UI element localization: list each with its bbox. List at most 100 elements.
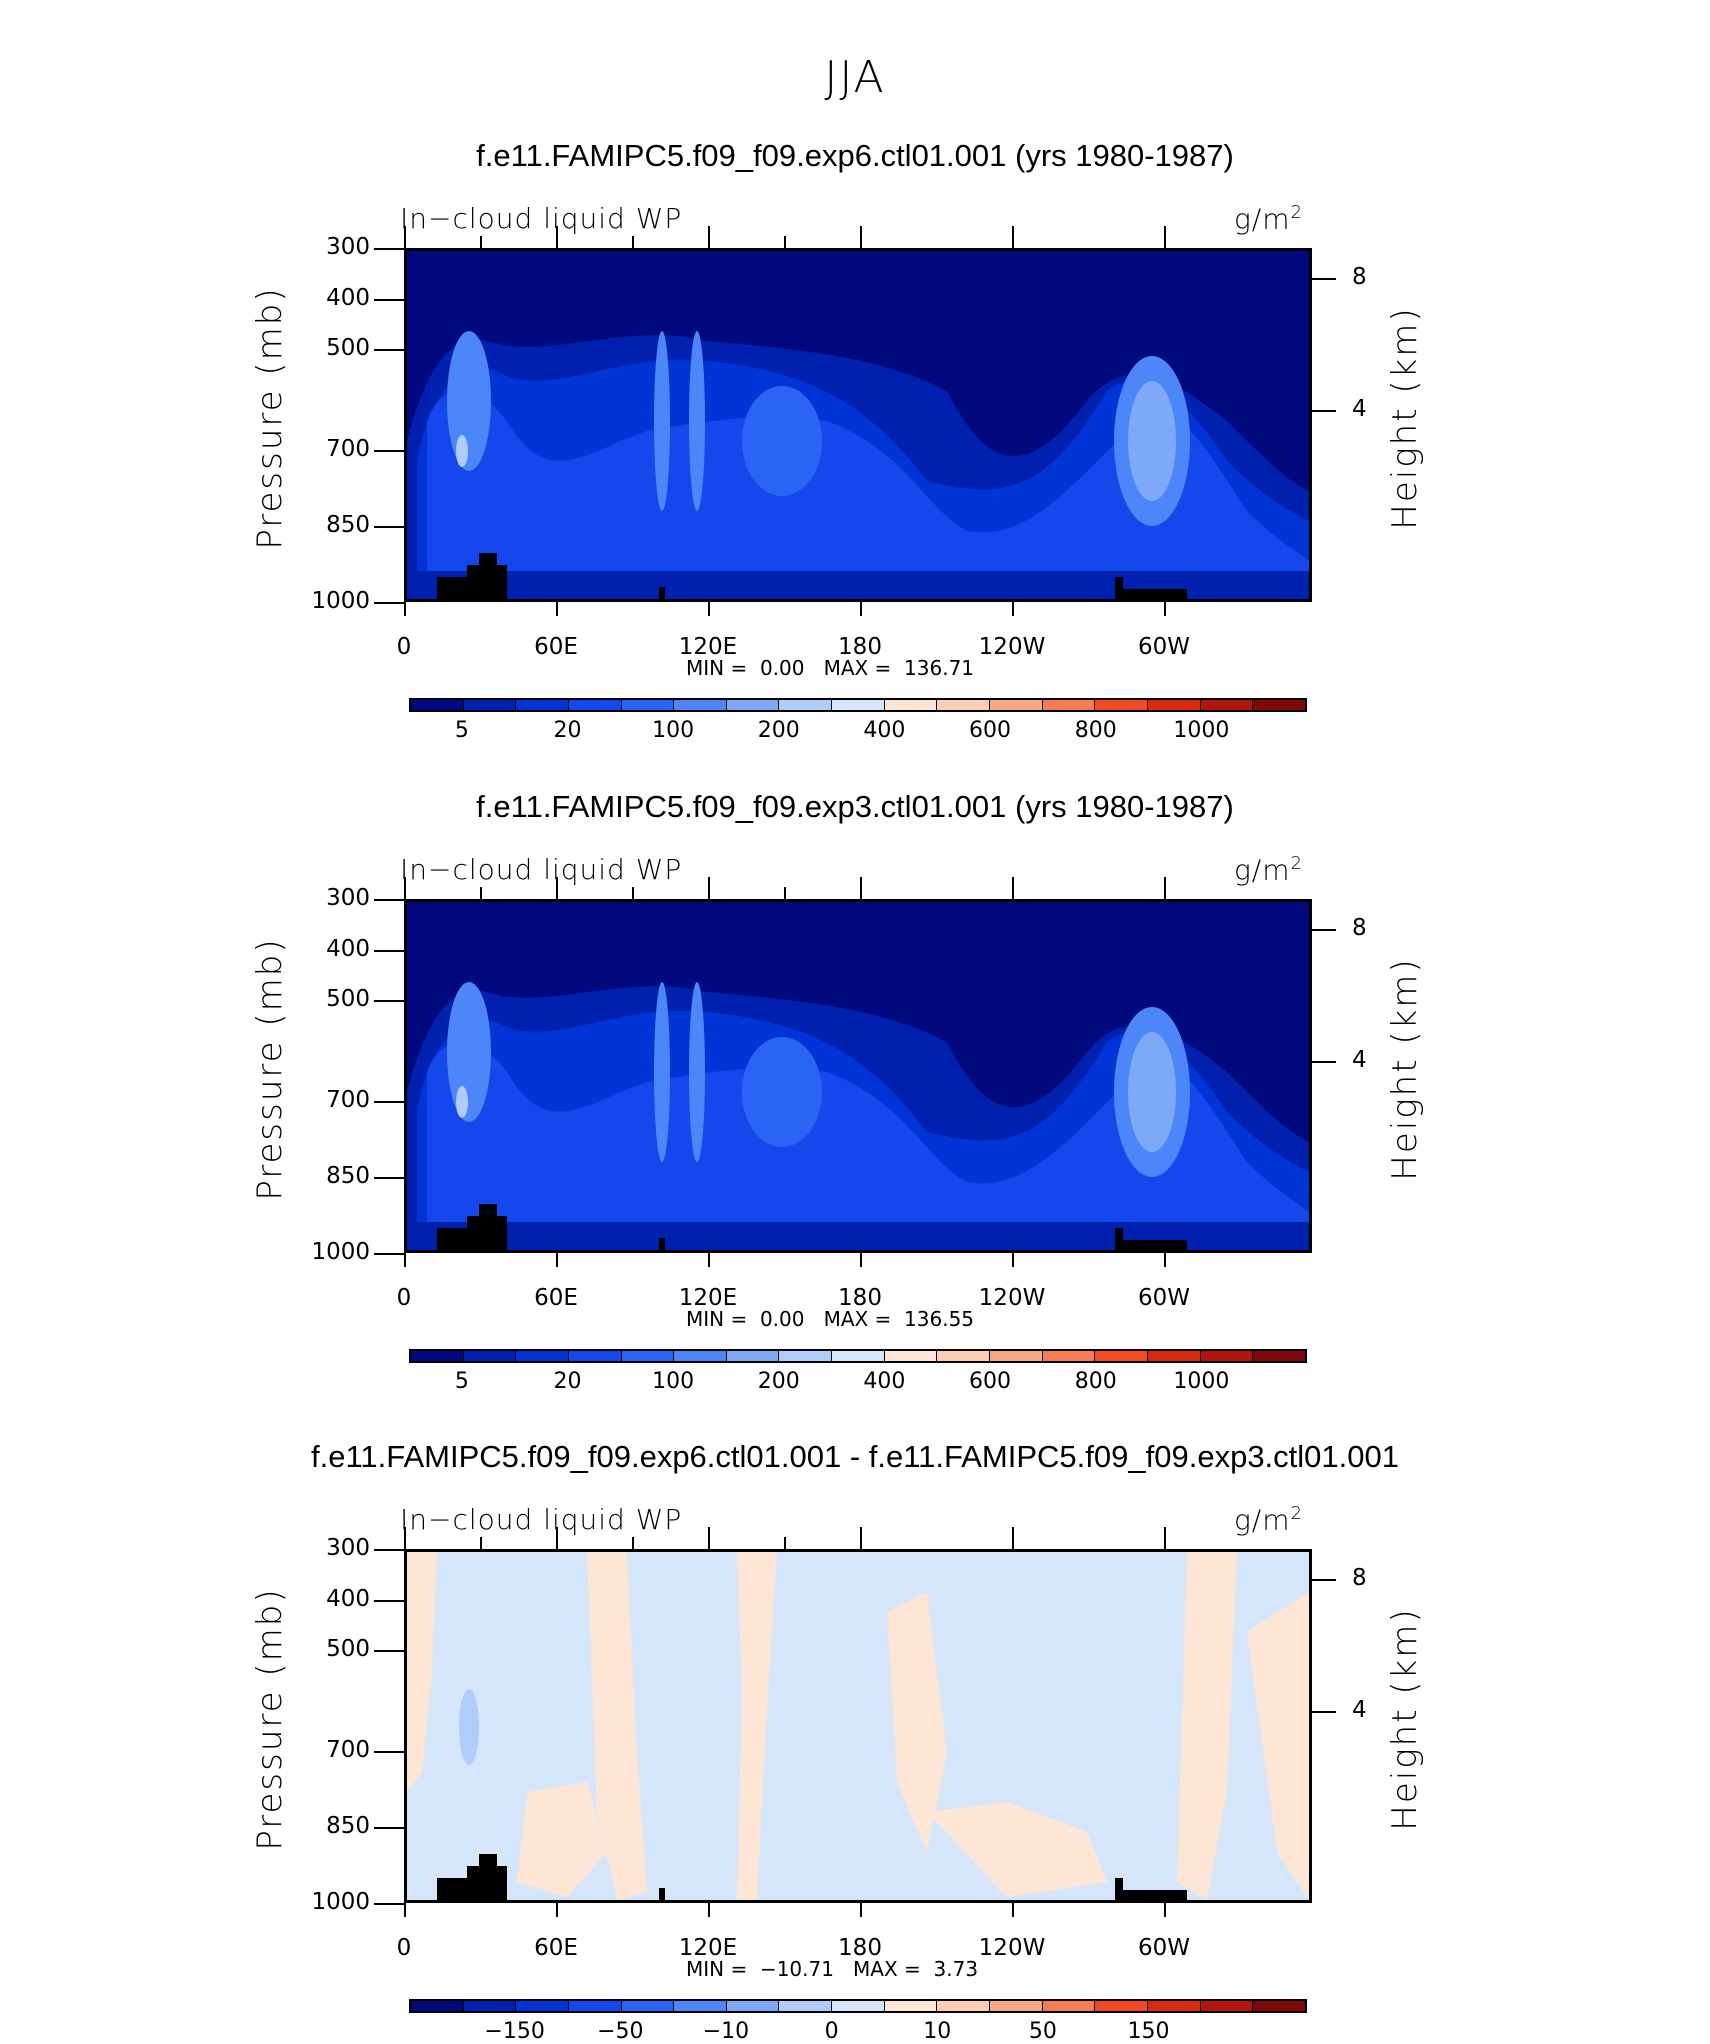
chart-1-xtick-top-mark	[1012, 877, 1014, 899]
chart-2-colorbar-swatch	[1253, 2001, 1305, 2011]
chart-2-colorbar-swatch	[621, 2001, 675, 2011]
chart-0-xtick-label: 120W	[978, 634, 1046, 660]
chart-0-ytick-label: 850	[326, 512, 370, 538]
chart-0-xtick-bottom-mark	[708, 602, 710, 616]
chart-2-min-label: MIN =	[686, 1957, 760, 1981]
chart-1-title: f.e11.FAMIPC5.f09_f09.exp3.ctl01.001 (yr…	[476, 789, 1234, 824]
chart-2-ytick-mark	[374, 1549, 404, 1551]
chart-0-min-label: MIN =	[686, 656, 760, 680]
chart-0-xtick-bottom-mark	[1164, 602, 1166, 616]
chart-2-positive-region-2	[587, 1552, 647, 1900]
chart-1-colorbar-swatch	[726, 1351, 780, 1361]
chart-2-positive-region-4	[887, 1592, 947, 1852]
chart-0-ytick-mark	[374, 349, 404, 351]
chart-0-ylabel: Pressure (mb)	[250, 286, 290, 550]
chart-1-xtick-top-mark	[860, 877, 862, 899]
chart-0-colorbar-swatch	[1147, 700, 1201, 710]
chart-1-xtick-minor-mark	[632, 887, 634, 899]
chart-0-xtick-bottom-mark	[404, 602, 406, 616]
chart-2-colorbar-label: 10	[923, 2019, 952, 2044]
chart-1-blob-4	[742, 1037, 822, 1147]
chart-1-topo-asia	[659, 1238, 665, 1250]
chart-1-ytick-label: 400	[326, 936, 370, 962]
chart-1-ytick-mark	[374, 1101, 404, 1103]
chart-2-max-label: MAX =	[853, 1957, 934, 1981]
chart-2-xtick-top-mark	[404, 1527, 406, 1549]
chart-2-minmax: MIN = −10.71 MAX = 3.73	[686, 1957, 978, 1981]
chart-1-max-value: 136.55	[904, 1307, 975, 1331]
chart-0-xtick-bottom-mark	[860, 602, 862, 616]
chart-0-xtick-top-mark	[708, 226, 710, 248]
chart-1-xtick-label: 120E	[678, 1285, 738, 1311]
chart-1-colorbar-swatch	[1147, 1351, 1201, 1361]
chart-2-colorbar-swatch	[1095, 2001, 1148, 2011]
chart-2-ytick-mark	[374, 1827, 404, 1829]
chart-1-colorbar-swatch	[516, 1351, 569, 1361]
chart-1-colorbar-swatch	[990, 1351, 1043, 1361]
chart-2-ytick-right-label: 8	[1352, 1565, 1367, 1591]
chart-0-ytick-mark	[374, 299, 404, 301]
chart-0-colorbar-label: 400	[863, 718, 906, 743]
chart-1-ytick-label: 1000	[311, 1239, 370, 1265]
chart-1-colorbar	[409, 1349, 1307, 1363]
chart-1-colorbar-swatch	[1200, 1351, 1254, 1361]
chart-2-ytick-label: 850	[326, 1813, 370, 1839]
chart-1-ytick-label: 500	[326, 986, 370, 1012]
chart-1-colorbar-swatch	[937, 1351, 991, 1361]
chart-1-xtick-bottom-mark	[556, 1253, 558, 1267]
chart-1-blob-6	[1128, 1032, 1176, 1152]
chart-0-ytick-mark	[374, 602, 404, 604]
chart-2-colorbar-swatch	[411, 2001, 464, 2011]
chart-0-ytick-right-label: 4	[1352, 396, 1367, 422]
chart-0-topo-andes	[1115, 577, 1187, 599]
chart-1-xtick-top-mark	[708, 877, 710, 899]
chart-1-blob-3	[689, 982, 705, 1162]
chart-0-colorbar-swatch	[1253, 700, 1305, 710]
chart-2-ylabel: Pressure (mb)	[250, 1587, 290, 1851]
chart-0-plot-area	[404, 248, 1312, 602]
chart-0-colorbar-label: 5	[454, 718, 469, 743]
chart-2-ytick-label: 1000	[311, 1889, 370, 1915]
chart-0-colorbar-label: 600	[969, 718, 1012, 743]
chart-1-variable-label: In−cloud liquid WP	[400, 853, 683, 886]
chart-2-colorbar-label: 150	[1127, 2019, 1170, 2044]
chart-0-xtick-bottom-mark	[1012, 602, 1014, 616]
chart-1-blob-1	[447, 982, 491, 1122]
chart-1-ytick-mark	[374, 950, 404, 952]
chart-0-blob-3	[689, 331, 705, 511]
chart-0-ytick-label: 1000	[311, 588, 370, 614]
chart-1-ytick-mark	[374, 899, 404, 901]
chart-2-xtick-label: 0	[396, 1935, 412, 1961]
chart-2-xtick-label: 120E	[678, 1935, 738, 1961]
chart-2-colorbar-swatch	[779, 2001, 833, 2011]
chart-0-blob-6	[1128, 381, 1176, 501]
chart-0-xtick-label: 60W	[1137, 634, 1191, 660]
chart-0-max-label: MAX =	[823, 656, 905, 680]
chart-1-xtick-bottom-mark	[1012, 1253, 1014, 1267]
chart-1-min-value: 0.00	[759, 1307, 824, 1331]
chart-1-xtick-label: 120W	[978, 1285, 1046, 1311]
chart-2-colorbar-swatch	[568, 2001, 622, 2011]
chart-2-colorbar	[409, 1999, 1307, 2013]
chart-1-colorbar-swatch	[1095, 1351, 1148, 1361]
chart-0-min-value: 0.00	[759, 656, 824, 680]
chart-1-ytick-mark	[374, 1000, 404, 1002]
chart-2-colorbar-swatch	[1147, 2001, 1201, 2011]
chart-1-units-label: g/m2	[1234, 853, 1303, 887]
chart-0-xtick-minor-mark	[632, 236, 634, 248]
chart-2-xtick-bottom-mark	[1164, 1903, 1166, 1917]
chart-0-ytick-right-mark	[1312, 278, 1336, 280]
chart-2-positive-region-6	[1177, 1552, 1237, 1900]
chart-1-colorbar-label: 100	[652, 1369, 695, 1394]
chart-2-ytick-right-label: 4	[1352, 1697, 1367, 1723]
chart-0-colorbar-swatch	[1200, 700, 1254, 710]
chart-0-colorbar-label: 100	[652, 718, 695, 743]
chart-1-xtick-label: 180	[838, 1285, 882, 1311]
chart-0-colorbar-label: 800	[1074, 718, 1117, 743]
chart-0-colorbar	[409, 698, 1307, 712]
chart-2-variable-label: In−cloud liquid WP	[400, 1503, 683, 1536]
chart-1-ytick-label: 700	[326, 1087, 370, 1113]
chart-0-xtick-bottom-mark	[556, 602, 558, 616]
chart-2-ytick-label: 300	[326, 1535, 370, 1561]
